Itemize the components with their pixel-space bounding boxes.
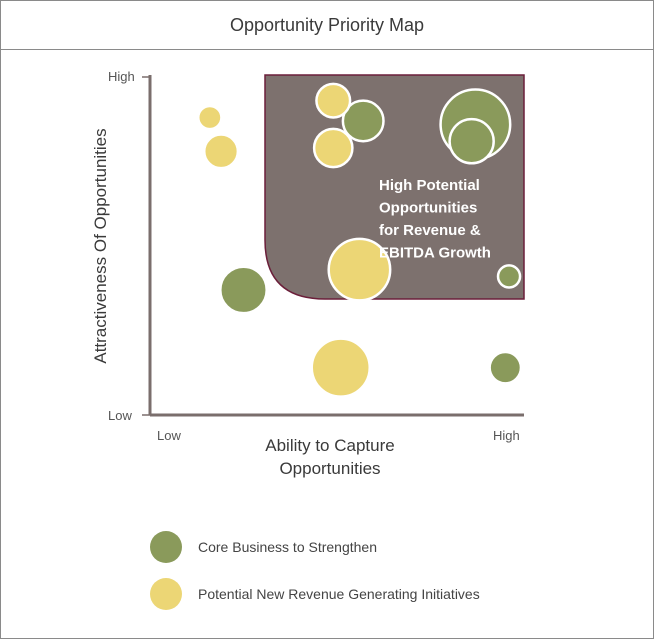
core-business-bubble-3 bbox=[219, 265, 268, 315]
zone-label-line-0: High Potential bbox=[379, 177, 480, 194]
y-tick-low: Low bbox=[108, 408, 132, 423]
zone-label-line-2: for Revenue & bbox=[379, 222, 481, 239]
chart-svg: High Potential Opportunities for Revenue &… bbox=[91, 69, 525, 478]
new-revenue-bubble-5 bbox=[310, 337, 371, 398]
legend-item-new-revenue: Potential New Revenue Generating Initiat… bbox=[150, 578, 480, 610]
core-business-bubble-5 bbox=[488, 350, 523, 385]
chart-axes bbox=[142, 75, 524, 417]
x-axis-title-line-0: Ability to Capture bbox=[265, 436, 394, 455]
x-axis-title-line-1: Opportunities bbox=[279, 459, 380, 478]
new-revenue-bubble-1 bbox=[202, 133, 240, 170]
new-revenue-bubble-4 bbox=[327, 237, 392, 302]
chart-title: Opportunity Priority Map bbox=[1, 1, 653, 50]
zone-label: High Potential Opportunities for Revenue &… bbox=[379, 177, 491, 262]
new-revenue-bubble-3 bbox=[312, 127, 354, 169]
x-tick-low: Low bbox=[157, 428, 181, 443]
x-tick-high: High bbox=[493, 428, 520, 443]
y-tick-high: High bbox=[108, 69, 135, 84]
bubble-layer bbox=[196, 82, 523, 398]
core-business-bubble-0 bbox=[341, 99, 385, 143]
legend-swatch-new-revenue bbox=[150, 578, 182, 610]
y-axis-title: Attractiveness Of Opportunities bbox=[91, 128, 110, 363]
zone-label-line-1: Opportunities bbox=[379, 200, 477, 217]
x-axis-title: Ability to Capture Opportunities bbox=[265, 436, 394, 478]
core-business-bubble-4 bbox=[496, 264, 522, 289]
legend-label-new-revenue: Potential New Revenue Generating Initiat… bbox=[198, 586, 480, 602]
zone-label-line-3: EBITDA Growth bbox=[379, 245, 491, 262]
core-business-bubble-2 bbox=[448, 117, 495, 165]
new-revenue-bubble-0 bbox=[196, 104, 223, 131]
legend-label-core: Core Business to Strengthen bbox=[198, 539, 377, 555]
new-revenue-bubble-2 bbox=[315, 82, 352, 119]
legend-item-core: Core Business to Strengthen bbox=[150, 531, 377, 563]
legend-swatch-core bbox=[150, 531, 182, 563]
